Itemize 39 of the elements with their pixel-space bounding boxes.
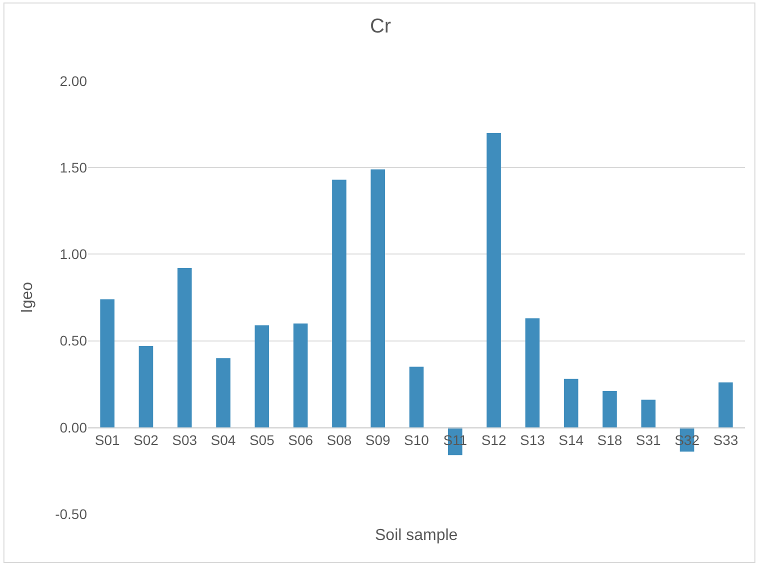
x-tick-label: S31 bbox=[636, 432, 662, 448]
bar bbox=[332, 180, 346, 428]
y-tick-label: 0.00 bbox=[60, 419, 88, 436]
x-tick-label: S18 bbox=[597, 432, 622, 448]
x-tick-label: S04 bbox=[210, 432, 236, 448]
x-tick-label: S01 bbox=[94, 432, 120, 448]
bar bbox=[100, 299, 114, 428]
y-tick-label: -0.50 bbox=[55, 506, 88, 522]
y-axis-title: Igeo bbox=[18, 282, 36, 314]
bar bbox=[216, 358, 230, 428]
y-tick-label: 0.50 bbox=[60, 332, 88, 349]
x-tick-label: S08 bbox=[326, 432, 352, 448]
bar bbox=[254, 325, 270, 428]
chart-title: Cr bbox=[370, 15, 392, 38]
x-tick-label: S12 bbox=[481, 432, 506, 448]
bar bbox=[486, 132, 501, 428]
bar bbox=[525, 318, 540, 428]
bar bbox=[718, 382, 733, 428]
y-tick-label: 1.50 bbox=[60, 160, 88, 176]
bar bbox=[409, 366, 424, 428]
x-tick-label: S13 bbox=[520, 432, 546, 448]
x-axis-title: Soil sample bbox=[375, 527, 458, 544]
x-tick-label: S05 bbox=[249, 432, 275, 448]
x-tick-label: S02 bbox=[134, 432, 159, 448]
bar bbox=[293, 323, 308, 428]
bar bbox=[370, 169, 385, 428]
bar bbox=[177, 268, 192, 428]
bar bbox=[641, 400, 656, 428]
y-tick-label: 2.00 bbox=[60, 72, 88, 89]
bar bbox=[138, 346, 154, 428]
x-tick-label: S03 bbox=[172, 432, 198, 448]
x-tick-label: S10 bbox=[404, 432, 430, 448]
bar bbox=[602, 391, 617, 428]
bar bbox=[564, 378, 578, 428]
x-tick-label: S09 bbox=[365, 432, 391, 448]
x-tick-label: S33 bbox=[713, 432, 738, 448]
x-tick-label: S06 bbox=[288, 432, 314, 448]
x-tick-label: S14 bbox=[558, 432, 584, 448]
y-tick-label: 1.00 bbox=[60, 246, 88, 262]
